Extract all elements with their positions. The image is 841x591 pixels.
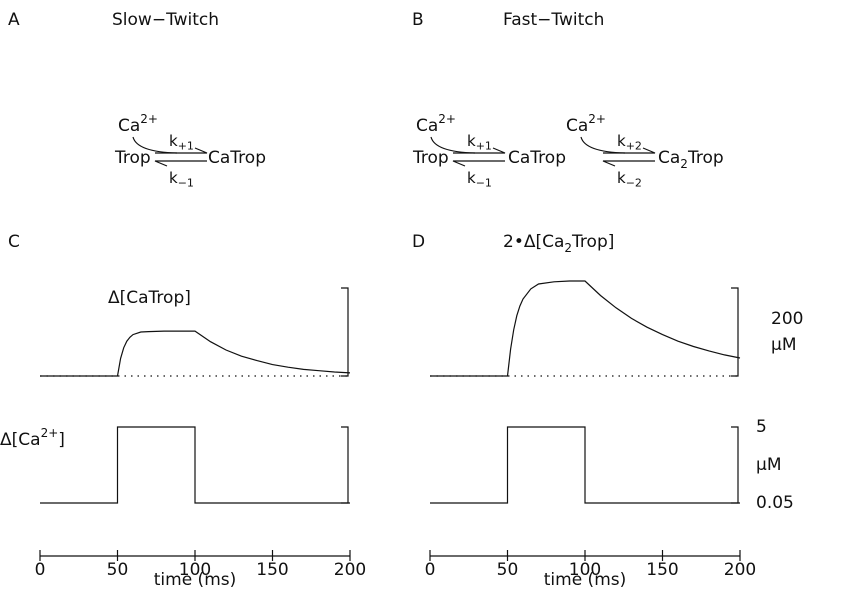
- text-segment: +1: [178, 139, 194, 152]
- x-tick-label: 200: [724, 560, 756, 580]
- panel-label: D: [412, 232, 425, 252]
- rate-constant: k+1: [467, 132, 492, 153]
- trace: [430, 426, 740, 504]
- text-segment: Ca: [416, 116, 438, 136]
- text-segment: Trop: [412, 148, 449, 168]
- binding-arrow: [580, 136, 626, 154]
- text-segment: Δ[Ca: [0, 430, 41, 450]
- text-segment: Δ[CaTrop]: [108, 288, 191, 308]
- ligand: Ca2+: [118, 112, 158, 136]
- binding-arrow: [132, 136, 178, 154]
- rate-constant: k−1: [467, 169, 492, 190]
- text-segment: Trop: [687, 148, 724, 168]
- scale-unit: µM: [771, 335, 796, 355]
- species: Ca2Trop: [658, 148, 724, 170]
- text-segment: +2: [626, 139, 642, 152]
- trace: [40, 426, 350, 504]
- reverse-arrow: [154, 160, 207, 167]
- trace: [430, 280, 741, 377]
- text-segment: k: [169, 169, 178, 187]
- species: Trop: [412, 148, 449, 168]
- x-tick-label: 200: [334, 560, 366, 580]
- text-segment: +1: [476, 139, 492, 152]
- ligand: Ca2+: [416, 112, 456, 136]
- text-segment: 2: [564, 240, 572, 254]
- species: CaTrop: [208, 148, 266, 168]
- text-segment: Ca: [118, 116, 140, 136]
- x-axis-title: time (ms): [544, 570, 627, 590]
- x-tick-label: 100: [569, 560, 601, 580]
- text-segment: ]: [58, 430, 65, 450]
- scale-label: 200: [771, 309, 803, 329]
- species: Trop: [114, 148, 151, 168]
- text-segment: k: [617, 169, 626, 187]
- text-segment: 2+: [41, 426, 59, 440]
- series-label: Δ[Ca2+]: [0, 426, 65, 450]
- series-label: 2•Δ[Ca2Trop]: [503, 232, 614, 254]
- reverse-arrow: [602, 160, 655, 167]
- scale-unit: µM: [756, 455, 781, 475]
- text-segment: k: [617, 132, 626, 150]
- rate-constant: k−1: [169, 169, 194, 190]
- text-segment: −2: [626, 176, 642, 189]
- x-tick-label: 150: [256, 560, 288, 580]
- trace: [40, 330, 351, 377]
- text-segment: k: [169, 132, 178, 150]
- text-segment: Trop: [114, 148, 151, 168]
- scale-label: 5: [756, 417, 767, 437]
- text-segment: CaTrop: [208, 148, 266, 168]
- text-segment: k: [467, 169, 476, 187]
- ligand: Ca2+: [566, 112, 606, 136]
- binding-arrow: [430, 136, 476, 154]
- text-segment: −1: [178, 176, 194, 189]
- species: CaTrop: [508, 148, 566, 168]
- text-segment: 2•Δ[Ca: [503, 232, 564, 252]
- x-tick-label: 50: [107, 560, 129, 580]
- text-segment: CaTrop: [508, 148, 566, 168]
- scale-bar: [341, 287, 349, 377]
- reverse-arrow: [452, 160, 505, 167]
- series-label: Δ[CaTrop]: [108, 288, 191, 308]
- text-segment: 2+: [140, 112, 158, 126]
- x-tick-label: 150: [646, 560, 678, 580]
- x-tick-label: 0: [425, 560, 436, 580]
- text-segment: Trop]: [571, 232, 614, 252]
- text-segment: Ca: [566, 116, 588, 136]
- text-segment: Ca: [658, 148, 680, 168]
- scale-bar: [731, 287, 739, 377]
- text-segment: 2+: [438, 112, 456, 126]
- panel-label: C: [8, 232, 20, 252]
- scale-bar: [341, 426, 349, 504]
- text-segment: k: [467, 132, 476, 150]
- panel-title: Slow−Twitch: [112, 10, 219, 30]
- rate-constant: k+1: [169, 132, 194, 153]
- x-axis-title: time (ms): [154, 570, 237, 590]
- rate-constant: k+2: [617, 132, 642, 153]
- rate-constant: k−2: [617, 169, 642, 190]
- text-segment: −1: [476, 176, 492, 189]
- text-segment: 2: [680, 156, 688, 170]
- panel-title: Fast−Twitch: [503, 10, 604, 30]
- panel-label: B: [412, 10, 424, 30]
- x-tick-label: 0: [35, 560, 46, 580]
- x-tick-label: 50: [497, 560, 519, 580]
- scale-bar: [731, 426, 739, 504]
- text-segment: 2+: [588, 112, 606, 126]
- scale-label: 0.05: [756, 493, 794, 513]
- panel-label: A: [8, 10, 20, 30]
- x-tick-label: 100: [179, 560, 211, 580]
